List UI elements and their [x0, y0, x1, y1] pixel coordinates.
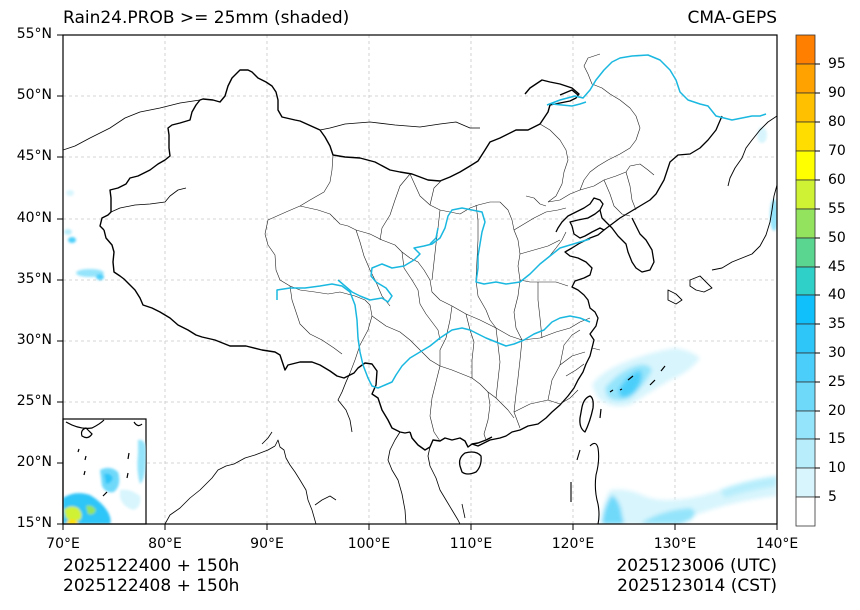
x-tick-label: 80°E — [148, 536, 182, 552]
model-name: CMA-GEPS — [687, 8, 777, 28]
y-tick-label: 30°N — [16, 332, 52, 348]
south-china-sea-inset — [62, 418, 147, 525]
x-tick-label: 90°E — [250, 536, 284, 552]
init-cst: 2025122408 + 150h — [63, 576, 240, 596]
colorbar-label: 60 — [828, 172, 846, 188]
province-boundaries — [264, 53, 655, 442]
colorbar-label: 35 — [828, 316, 846, 332]
chart-title: Rain24.PROB >= 25mm (shaded) — [63, 8, 350, 28]
x-tick-label: 110°E — [449, 536, 493, 552]
rivers — [276, 54, 767, 389]
x-tick-label: 70°E — [46, 536, 80, 552]
x-tick-label: 130°E — [653, 536, 697, 552]
colorbar-label: 20 — [828, 403, 846, 419]
colorbar-label: 50 — [828, 230, 846, 246]
y-tick-label: 25°N — [16, 393, 52, 409]
probability-shading — [64, 127, 777, 524]
x-tick-label: 120°E — [551, 536, 595, 552]
x-tick-label: 140°E — [755, 536, 799, 552]
colorbar-label: 30 — [828, 345, 846, 361]
colorbar-label: 95 — [828, 56, 846, 72]
colorbar-label: 70 — [828, 143, 846, 159]
y-tick-label: 40°N — [16, 210, 52, 226]
map-frame — [62, 34, 778, 525]
y-tick-label: 35°N — [16, 271, 52, 287]
valid-time-info: 2025123006 (UTC) 2025123014 (CST) — [616, 556, 777, 596]
colorbar-label: 90 — [828, 85, 846, 101]
y-tick-label: 55°N — [16, 26, 52, 42]
colorbar-label: 5 — [828, 489, 837, 505]
y-tick-label: 50°N — [16, 87, 52, 103]
gridlines — [63, 35, 777, 524]
colorbar-label: 80 — [828, 114, 846, 130]
valid-utc: 2025123006 (UTC) — [616, 556, 777, 576]
colorbar-label: 45 — [828, 259, 846, 275]
colorbar-label: 40 — [828, 287, 846, 303]
colorbar-label: 10 — [828, 460, 846, 476]
colorbar-label: 15 — [828, 431, 846, 447]
x-tick-label: 100°E — [347, 536, 391, 552]
y-tick-label: 20°N — [16, 454, 52, 470]
init-time-info: 2025122400 + 150h 2025122408 + 150h — [63, 556, 239, 596]
y-tick-label: 15°N — [16, 515, 52, 531]
colorbar-label: 55 — [828, 201, 846, 217]
colorbar-label: 25 — [828, 374, 846, 390]
init-utc: 2025122400 + 150h — [63, 556, 240, 576]
y-tick-label: 45°N — [16, 148, 52, 164]
tick-marks — [57, 34, 778, 530]
valid-cst: 2025123014 (CST) — [617, 576, 777, 596]
colorbar — [795, 34, 820, 527]
boundaries — [63, 69, 777, 524]
